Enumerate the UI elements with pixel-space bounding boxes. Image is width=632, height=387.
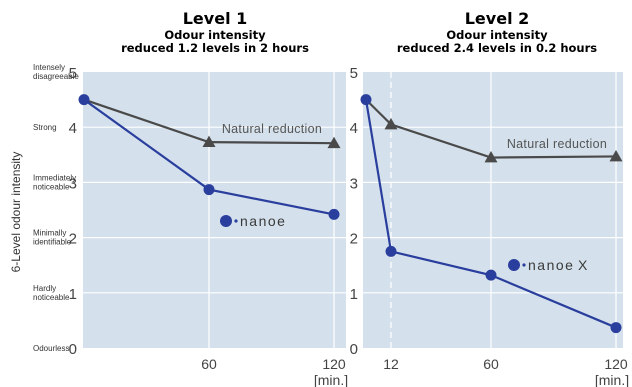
panel1-nanoe-point: [78, 94, 90, 106]
panel1-ytick-label: 2: [69, 231, 77, 248]
panel1-xtick-label: 120: [322, 356, 346, 372]
panel2-ytick-label: 0: [350, 341, 358, 358]
panel1-ytick-label: 4: [69, 120, 77, 137]
panel2-nanoe-point: [360, 94, 372, 106]
panel2-nanoe-logo-text: nanoe: [528, 257, 574, 273]
panel2-natural-point: [609, 149, 623, 162]
panel1-subtitle-line2: reduced 1.2 levels in 2 hours: [121, 41, 309, 55]
panel1-level: Level 1: [182, 9, 248, 28]
panel1-natural-point: [202, 135, 216, 147]
panel1-subtitle-line1: Odour intensity: [164, 28, 266, 42]
panel1-nanoe-logo-small-dot: [234, 219, 238, 223]
panel1-nanoe-logo-text: nanoe: [240, 213, 286, 229]
y-category-label: Immediately noticeable: [33, 173, 76, 191]
panel1-nanoe-point: [203, 184, 215, 196]
panel2-natural-reduction-label: Natural reduction: [507, 137, 607, 151]
panel1-ytick-label: 1: [69, 286, 77, 303]
panel2-nanoe-point: [485, 269, 497, 281]
panel2-nanoe-logo-dot: [508, 259, 520, 271]
panel1-ytick-label: 0: [69, 341, 77, 358]
panel1-nanoe-logo-dot: [220, 215, 232, 227]
panel1-ytick-label: 5: [69, 65, 77, 82]
panel1-xtick-label: 60: [201, 356, 217, 372]
y-category-label: Odourless: [33, 344, 69, 353]
y-axis-title: 6-Level odour intensity: [9, 152, 23, 273]
panel2-nanoe-point: [610, 322, 622, 334]
panel2-nanoe-point: [385, 245, 397, 257]
panel2-ytick-label: 2: [350, 231, 358, 248]
panel2-nanoe-logo-x: X: [578, 257, 588, 273]
panel1-nanoe-point: [328, 208, 340, 220]
y-category-label: Minimally identifiable: [33, 229, 72, 247]
panel2-x-unit: [min.]: [595, 372, 629, 387]
y-category-label: Hardly noticeable: [33, 284, 70, 302]
panel2-xtick-label: 120: [604, 356, 628, 372]
panel2-ytick-label: 5: [350, 65, 358, 82]
panel2-natural-point: [484, 151, 498, 163]
panel2-title: Level 2 Odour intensity reduced 2.4 leve…: [367, 9, 627, 55]
panel2-plot-area: [363, 72, 623, 348]
panel1-plot-area: [83, 72, 346, 348]
panel1-ytick-label: 3: [69, 175, 77, 192]
panel1-title: Level 1 Odour intensity reduced 1.2 leve…: [85, 9, 345, 55]
panel2-ytick-label: 4: [350, 120, 358, 137]
panel1-natural-reduction-label: Natural reduction: [222, 122, 322, 136]
panel2-xtick-label: 60: [483, 356, 499, 372]
panel2-series-line-natural-reduction: [365, 98, 617, 159]
panel2-subtitle-line1: Odour intensity: [446, 28, 548, 42]
panel2-level: Level 2: [464, 9, 530, 28]
panel2-xtick-label: 12: [383, 356, 399, 372]
panel2-series-line-nanoex: [364, 99, 617, 329]
panel2-nanoe-logo-small-dot: [522, 263, 526, 267]
panel2-ytick-label: 3: [350, 175, 358, 192]
panel1-x-unit: [min.]: [314, 372, 348, 387]
y-category-label: Strong: [33, 123, 57, 132]
panel2-ytick-label: 1: [350, 286, 358, 303]
panel1-natural-point: [327, 136, 341, 149]
y-category-label: Intensely disagreeable: [33, 63, 79, 81]
panel2-subtitle-line2: reduced 2.4 levels in 0.2 hours: [396, 41, 598, 55]
panel2-natural-point: [384, 117, 398, 130]
